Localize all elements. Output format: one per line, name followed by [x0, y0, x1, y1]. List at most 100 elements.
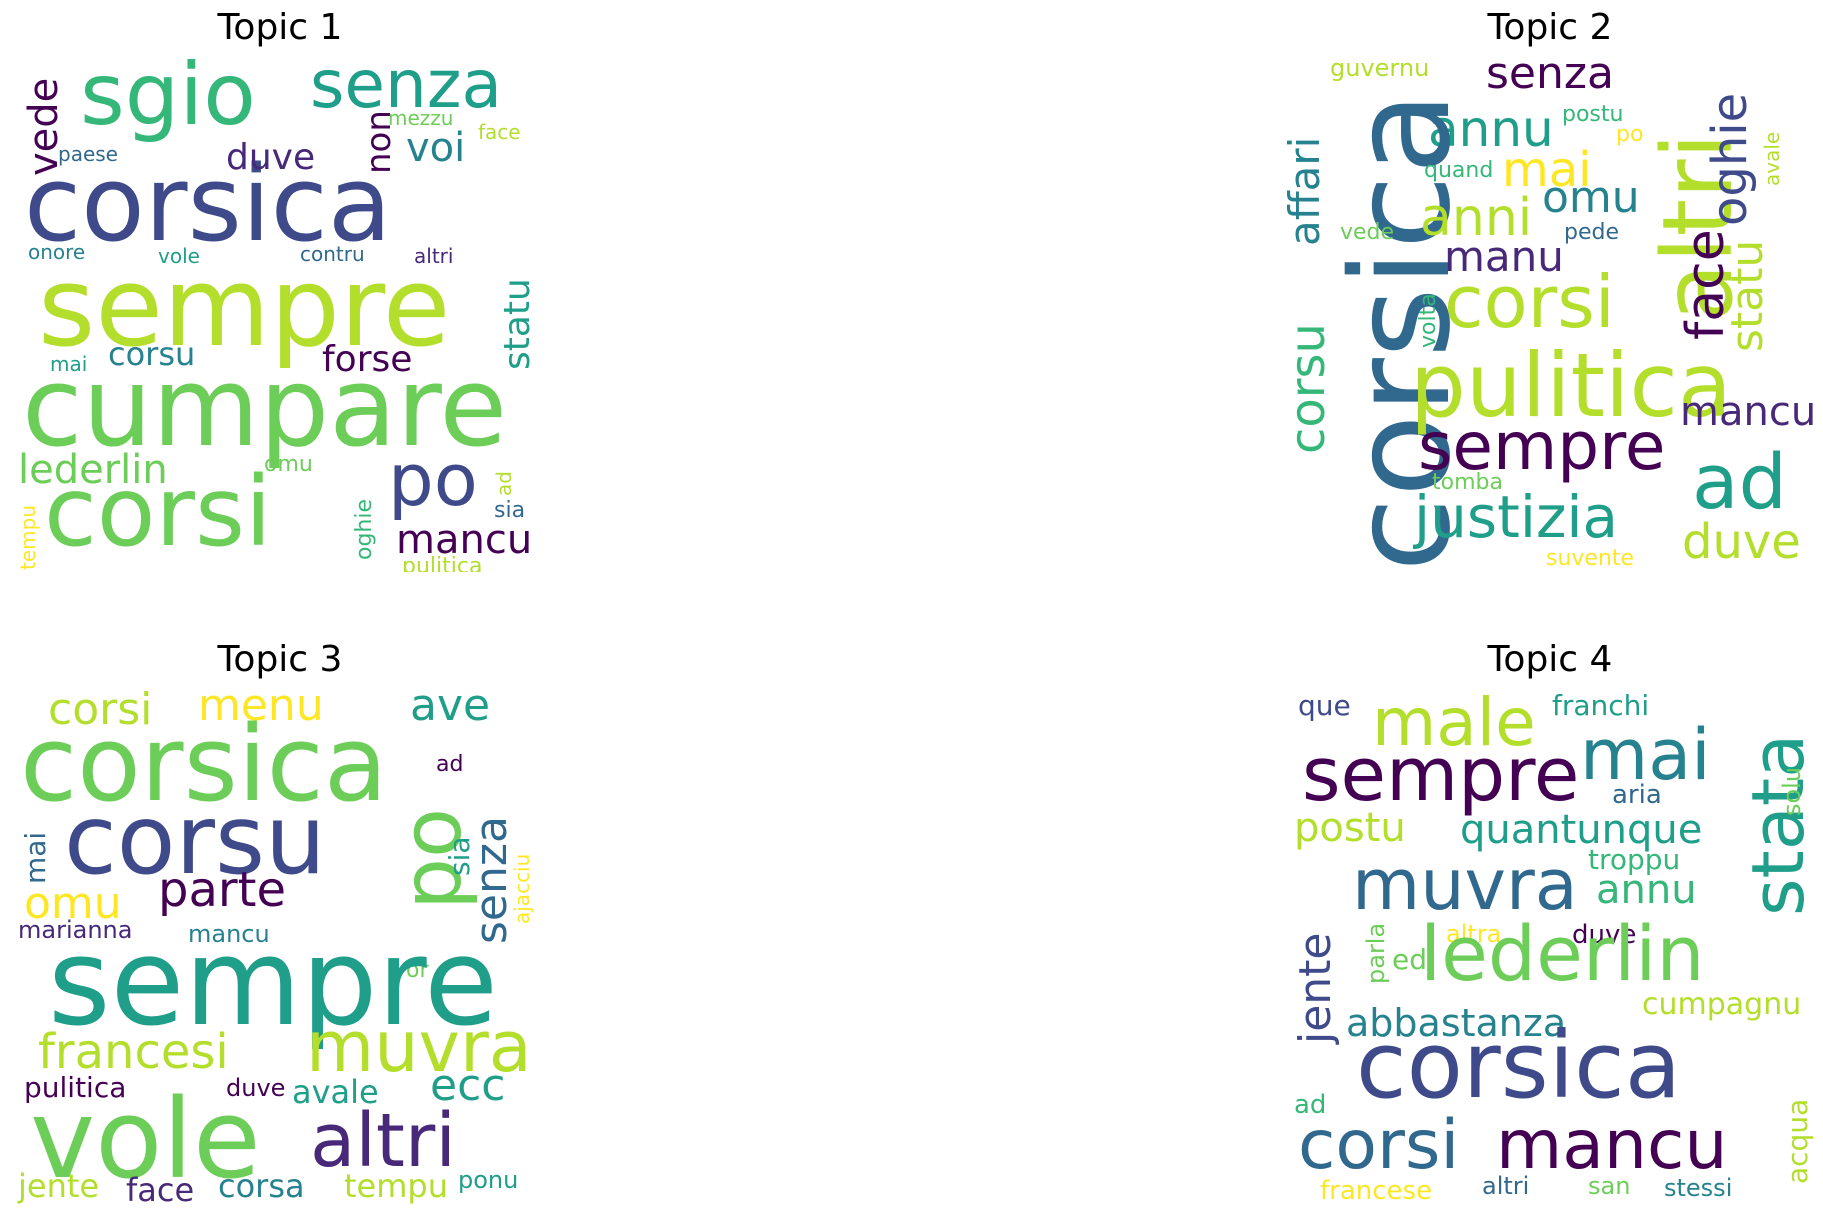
cloud-word: cumpare: [22, 343, 508, 471]
cloud-word: ponu: [458, 1166, 519, 1194]
cloud-word: sgio: [80, 52, 256, 145]
panel-title: Topic 2: [1487, 7, 1613, 48]
cloud-word: lederlin: [1420, 909, 1705, 998]
cloud-word: affari: [1280, 136, 1329, 246]
cloud-word: or: [406, 958, 429, 983]
cloud-word: onore: [28, 240, 86, 264]
cloud-word: acqua: [1781, 1098, 1814, 1184]
cloud-word: omu: [24, 878, 122, 929]
cloud-word: oghie: [1702, 92, 1758, 226]
cloud-word: stata: [1736, 733, 1820, 916]
word-cloud: corsi menu ave corsica ad corsu po mai s…: [10, 684, 550, 1204]
cloud-word: senza: [1486, 52, 1614, 99]
cloud-word: mezzu: [388, 106, 454, 130]
cloud-word: corsica: [24, 143, 392, 265]
cloud-word: face: [478, 120, 521, 144]
cloud-word: sempre: [38, 243, 451, 371]
topic-panel-2: Topic 2 guvernu senza affari annu postu …: [1280, 7, 1820, 573]
cloud-word: vole: [30, 1075, 261, 1203]
cloud-word: postu: [1294, 805, 1406, 851]
topic-panel-3: Topic 3 corsi menu ave corsica ad corsu …: [10, 639, 550, 1205]
topic-panel-4: Topic 4 que male franchi stata sempre ma…: [1280, 639, 1820, 1205]
cloud-word: corsi: [48, 684, 153, 735]
cloud-word: male: [1372, 684, 1536, 761]
topic-panel-1: Topic 1 sgio senza vede corsica sempre c…: [10, 7, 550, 573]
cloud-word: parla: [1362, 922, 1390, 984]
cloud-word: abbastanza: [1346, 1001, 1567, 1045]
cloud-word: quand: [1424, 158, 1494, 183]
cloud-word: face: [126, 1171, 195, 1204]
cloud-word: omu: [264, 452, 313, 477]
cloud-word: manu: [1444, 232, 1564, 281]
cloud-word: ave: [410, 684, 491, 731]
cloud-word: ad: [436, 752, 464, 777]
cloud-word: ecc: [430, 1060, 506, 1111]
cloud-word: jente: [18, 1167, 100, 1204]
cloud-word: tempu: [16, 505, 40, 570]
cloud-word: quantunque: [1460, 807, 1703, 853]
cloud-word: annu: [1428, 100, 1554, 158]
cloud-word: postu: [1562, 102, 1624, 127]
cloud-word: duve: [1572, 920, 1637, 950]
cloud-word: que: [1298, 689, 1351, 722]
cloud-word: omu: [1542, 172, 1640, 223]
cloud-word: marianna: [18, 916, 133, 944]
cloud-word: avale: [292, 1073, 379, 1111]
cloud-word: sempre: [48, 914, 498, 1053]
cloud-word: statu: [1722, 239, 1773, 352]
cloud-word: altri: [1482, 1172, 1530, 1200]
cloud-word: paese: [58, 142, 118, 166]
panel-title: Topic 4: [1487, 639, 1613, 680]
cloud-word: ed: [1392, 943, 1427, 976]
cloud-word: francesi: [38, 1024, 229, 1080]
cloud-word: altri: [310, 1098, 456, 1184]
cloud-word: altri: [414, 244, 454, 268]
cloud-word: po: [1616, 122, 1644, 147]
cloud-word: aria: [1612, 780, 1662, 810]
cloud-word: voi: [406, 125, 466, 171]
cloud-word: sia: [494, 498, 526, 523]
panel-title: Topic 3: [217, 639, 343, 680]
cloud-word: troppu: [1588, 843, 1681, 876]
cloud-word: duve: [226, 1074, 286, 1102]
cloud-word: muvra: [1352, 844, 1578, 926]
cloud-word: stessi: [1664, 1174, 1733, 1202]
cloud-word: ad: [492, 471, 516, 496]
cloud-word: francese: [1320, 1176, 1433, 1204]
cloud-word: duve: [226, 137, 316, 178]
cloud-word: duve: [1682, 514, 1801, 570]
cloud-word: guvernu: [1330, 54, 1430, 82]
cloud-word: ajacciu: [510, 853, 534, 924]
cloud-word: mai: [19, 831, 52, 884]
cloud-word: pulitica: [24, 1071, 127, 1104]
cloud-word: pede: [1564, 220, 1619, 245]
cloud-word: altra: [1446, 920, 1502, 948]
cloud-word: san: [1588, 1172, 1631, 1200]
cloud-word: muvra: [306, 1006, 532, 1088]
cloud-word: corsu: [1280, 323, 1336, 454]
cloud-word: corsi: [44, 456, 272, 568]
cloud-word: lederlin: [18, 447, 168, 493]
cloud-word: po: [388, 438, 478, 522]
cloud-word: jente: [1290, 932, 1341, 1044]
cloud-word: tempu: [344, 1167, 448, 1204]
cloud-word: corsu: [64, 784, 326, 896]
cloud-word: forse: [322, 339, 413, 380]
cloud-word: corsi: [1298, 1106, 1460, 1185]
cloud-word: corsa: [218, 1167, 305, 1204]
panel-title: Topic 1: [217, 7, 343, 48]
cloud-word: cumpagnu: [1642, 987, 1802, 1022]
word-cloud: guvernu senza affari annu postu po altri…: [1280, 52, 1820, 572]
cloud-word: solu: [1778, 766, 1806, 816]
cloud-word: pulitica: [402, 554, 483, 573]
cloud-word: ad: [1294, 1090, 1327, 1120]
cloud-word: ad: [1692, 437, 1787, 526]
cloud-word: mai: [1502, 142, 1592, 198]
cloud-word: contru: [300, 242, 365, 266]
cloud-word: statu: [497, 278, 538, 370]
cloud-word: franchi: [1552, 689, 1650, 722]
cloud-word: corsica: [1356, 1012, 1682, 1119]
word-cloud: sgio senza vede corsica sempre cumpare c…: [10, 52, 550, 572]
cloud-word: sempre: [1418, 408, 1666, 485]
cloud-word: mancu: [396, 517, 533, 563]
